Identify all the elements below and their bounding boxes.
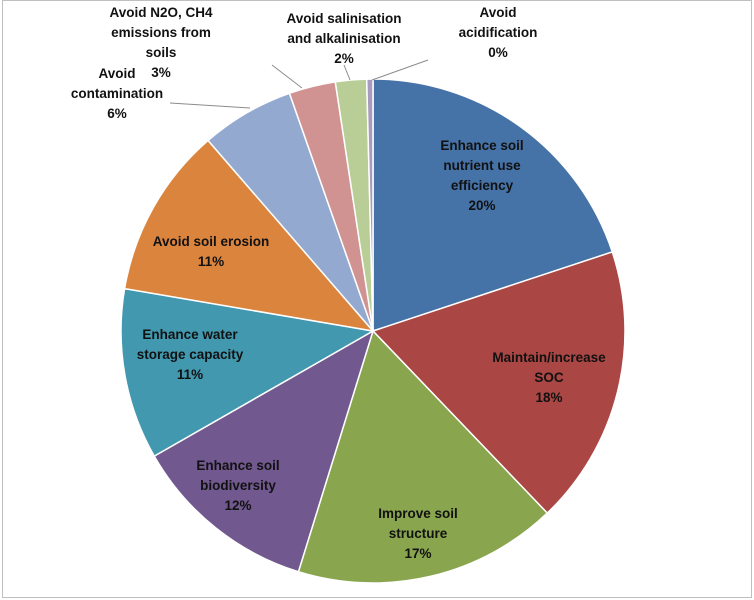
pie-slice	[371, 250, 626, 515]
slice-label: Avoid soil erosion 11%	[153, 234, 270, 269]
leader-line	[343, 64, 351, 81]
slice-label: Enhance soil nutrient use efficiency 20%	[440, 138, 523, 213]
slice-label: Maintain/increase SOC 18%	[492, 350, 606, 405]
leader-line	[271, 64, 303, 89]
pie-slice	[153, 329, 375, 573]
pie-slice	[297, 329, 549, 584]
slice-label: Avoid acidification 0%	[459, 5, 538, 60]
leader-line	[169, 102, 251, 109]
pie-slice	[365, 78, 374, 332]
slice-label: Avoid N2O, CH4 emissions from soils 3%	[109, 5, 213, 80]
slice-label: Avoid salinisation and alkalinisation 2%	[286, 11, 401, 66]
leader-line	[371, 59, 429, 81]
slice-label: Improve soil structure 17%	[378, 506, 458, 561]
slice-label: Enhance soil biodiversity 12%	[196, 458, 279, 513]
slice-label: Enhance water storage capacity 11%	[137, 327, 244, 382]
pie-slice	[372, 78, 614, 333]
pie-slice	[123, 139, 375, 333]
pie-slice	[120, 287, 376, 458]
slice-label: Avoid contamination 6%	[71, 66, 163, 121]
